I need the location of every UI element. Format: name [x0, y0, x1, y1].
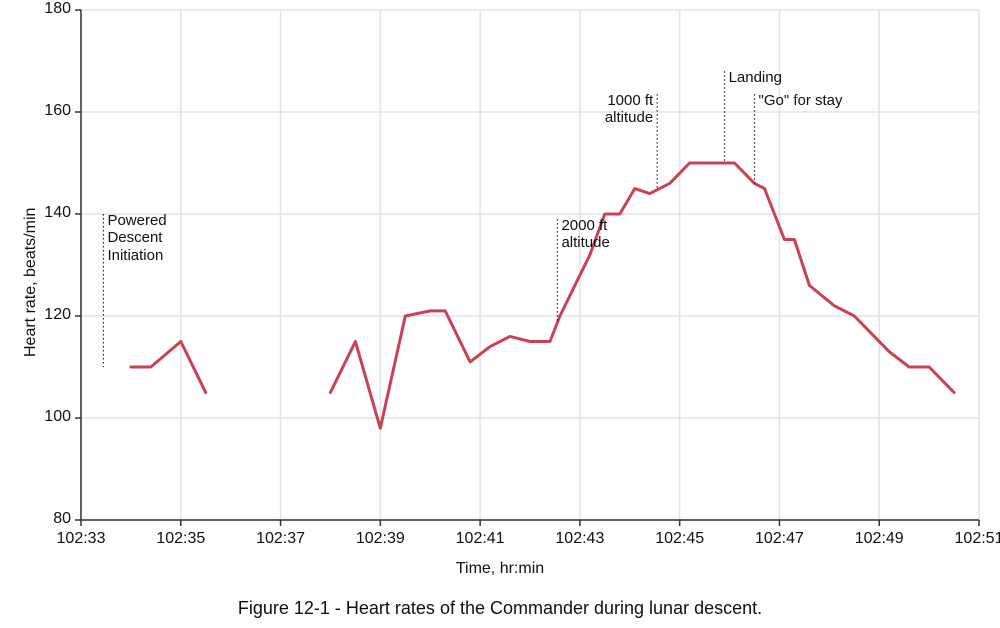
annotation-layer: Powered Descent Initiation 2000 ft altitu…: [0, 0, 1000, 628]
annotation-landing: Landing: [729, 69, 782, 86]
chart-container: Heart rate, beats/min Time, hr:min Figur…: [0, 0, 1000, 628]
annotation-alt1000: 1000 ft altitude: [605, 92, 653, 127]
annotation-pdi: Powered Descent Initiation: [107, 212, 166, 264]
annotation-gostay: "Go" for stay: [759, 92, 843, 109]
annotation-alt2000: 2000 ft altitude: [561, 217, 609, 252]
